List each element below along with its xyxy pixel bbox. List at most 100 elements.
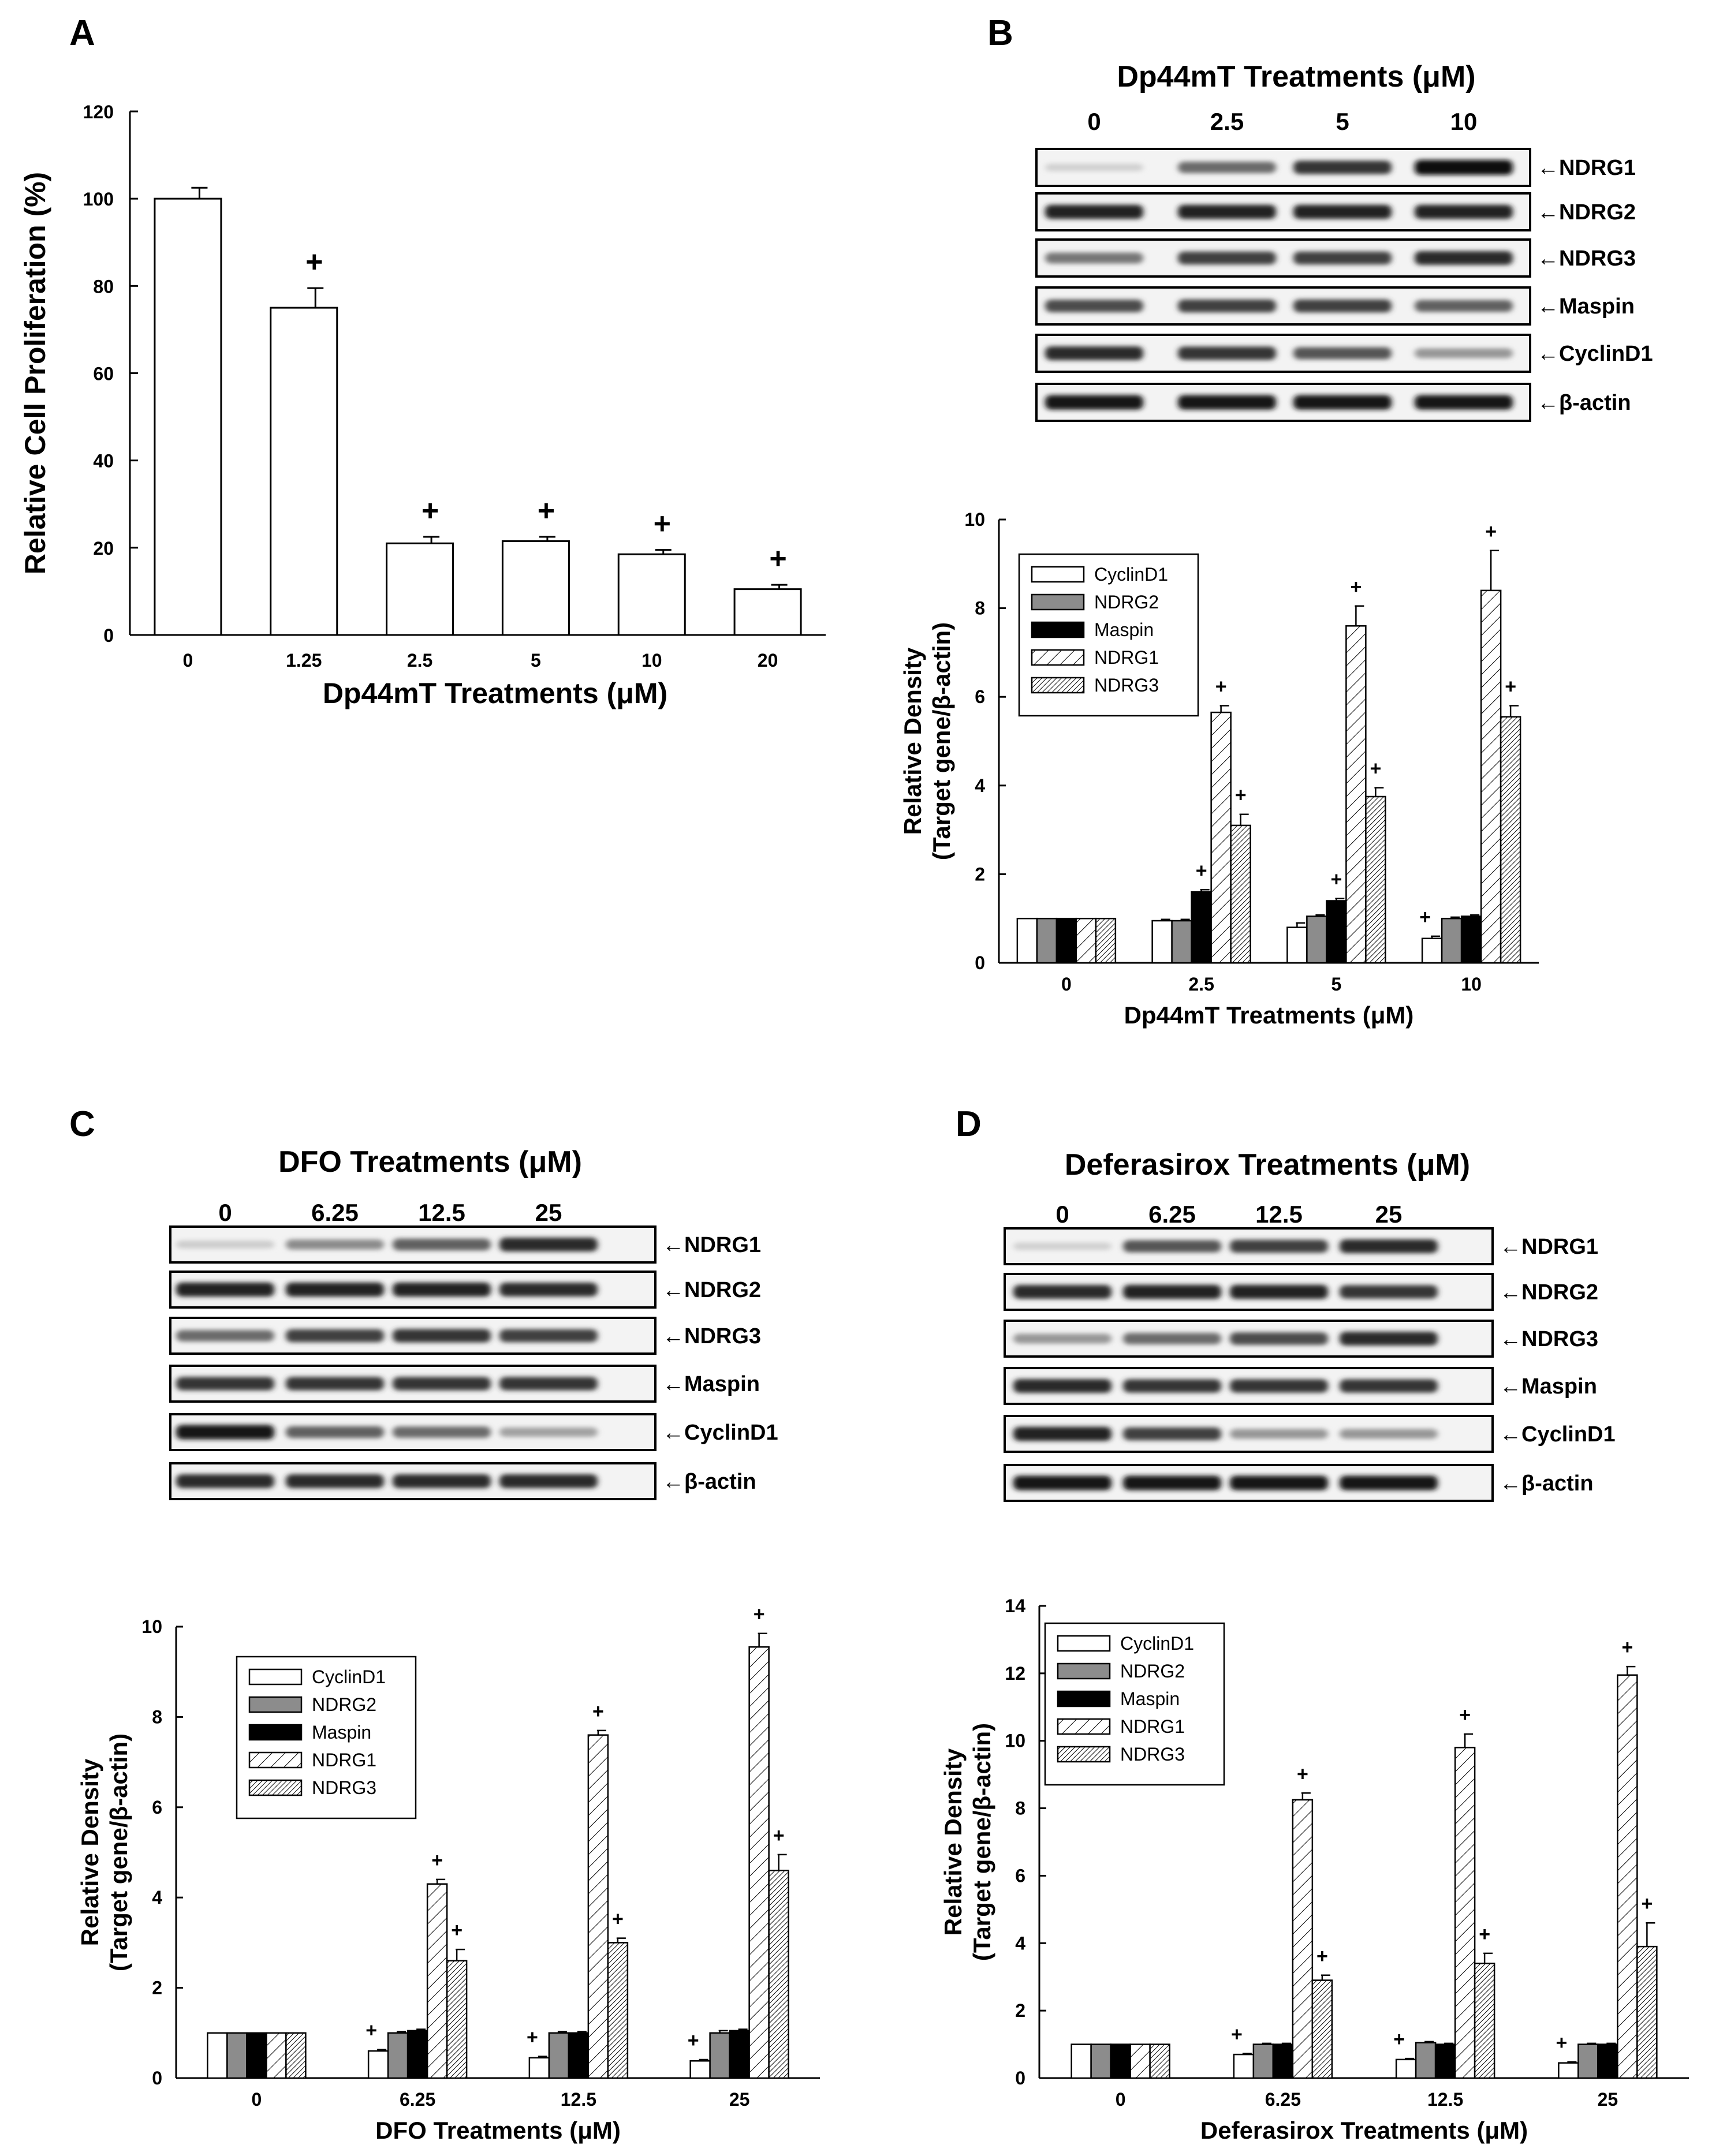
y-axis-title: Relative Cell Proliferation (%)	[19, 172, 51, 574]
bar	[548, 2032, 570, 2079]
band-label: ←CyclinD1	[1537, 342, 1653, 366]
band-label: ←Maspin	[662, 1372, 760, 1396]
significance-mark: +	[1485, 521, 1497, 543]
bar	[1434, 2043, 1456, 2079]
blot-band	[286, 1282, 384, 1297]
significance-mark: +	[1297, 1763, 1308, 1785]
blot-band	[1045, 163, 1143, 171]
lane-label: 25	[1375, 1201, 1403, 1228]
bar	[1306, 916, 1327, 964]
blot-band	[1123, 1427, 1221, 1441]
significance-mark: +	[422, 494, 439, 528]
blot-band	[1415, 395, 1513, 410]
bar	[1252, 2043, 1274, 2079]
blot-band	[1013, 1285, 1112, 1299]
bar	[1441, 917, 1463, 964]
blot-band	[1013, 1426, 1112, 1441]
x-tick-label: 12.5	[1427, 2089, 1463, 2110]
blot-band	[1415, 204, 1513, 219]
legend-label: Maspin	[1094, 619, 1154, 640]
bar	[1292, 1799, 1314, 2079]
y-tick-label: 0	[975, 952, 985, 973]
blot-band	[499, 1329, 598, 1343]
legend-swatch	[248, 1751, 303, 1769]
x-axis-title: Deferasirox Treatments (μM)	[1200, 2117, 1528, 2144]
legend-label: NDRG1	[312, 1750, 376, 1770]
y-tick-label: 2	[975, 864, 985, 884]
blot-band	[1123, 1284, 1221, 1299]
bar	[1016, 917, 1038, 964]
band-label: ←NDRG2	[1537, 200, 1636, 225]
bar	[367, 2050, 389, 2079]
bar	[1480, 589, 1502, 964]
significance-mark: +	[431, 1849, 443, 1871]
bar	[1272, 2043, 1294, 2079]
bar	[1454, 1747, 1476, 2079]
bar	[1090, 2043, 1112, 2079]
western-blot-b: 0 2.5 5 10 ←NDRG1 ←NDRG2 ←NDRG3 ←Maspin ←CyclinD…	[1035, 108, 1653, 422]
blot-band	[286, 1377, 384, 1391]
blot-band	[1045, 204, 1143, 219]
blot-band	[1293, 395, 1392, 410]
panel-letter-b: B	[987, 13, 1013, 53]
bar	[1395, 2058, 1417, 2079]
significance-mark: +	[688, 2030, 699, 2052]
panel-letter-d: D	[956, 1104, 982, 1144]
significance-mark: +	[654, 507, 671, 541]
blot-band	[1293, 299, 1392, 313]
blot-band	[1123, 1333, 1221, 1344]
y-axis-title: Relative Density	[899, 647, 926, 835]
x-axis-title: DFO Treatments (μM)	[375, 2117, 621, 2144]
y-tick-label: 100	[83, 189, 114, 210]
legend-label: NDRG1	[1120, 1716, 1185, 1737]
y-axis-title: Relative Density	[76, 1758, 103, 1946]
blot-band	[1230, 1284, 1328, 1299]
legend-swatch	[1031, 649, 1085, 666]
band-label: ←NDRG1	[1500, 1235, 1598, 1259]
bar	[1597, 2043, 1618, 2079]
blot-band	[393, 1329, 491, 1343]
blot-band	[176, 1330, 274, 1342]
blot-band	[393, 1426, 491, 1438]
blot-band	[499, 1474, 598, 1488]
band-label: ←Maspin	[1500, 1374, 1597, 1399]
bar	[1230, 824, 1251, 964]
significance-mark: +	[1479, 1923, 1490, 1945]
legend-label: CyclinD1	[1120, 1633, 1194, 1654]
bar	[270, 307, 338, 636]
blot-band	[1013, 1475, 1112, 1490]
bar	[568, 2032, 590, 2079]
legend-label: NDRG3	[1120, 1744, 1185, 1765]
blot-band	[1123, 1240, 1221, 1253]
bar	[226, 2032, 248, 2079]
chart-a-proliferation: 0 20 40 60 80 100 120 0 1.25 +2.5 +5 +10 +20 + Dp44mT …	[19, 102, 826, 709]
legend-label: CyclinD1	[1094, 564, 1168, 585]
significance-mark: +	[754, 1604, 765, 1626]
bar	[1286, 926, 1308, 964]
legend-swatch	[1031, 677, 1085, 694]
bar	[246, 2032, 267, 2079]
blot-band	[176, 1474, 274, 1488]
lane-label: 10	[1450, 108, 1478, 135]
legend-swatch	[248, 1724, 303, 1741]
y-tick-label: 10	[1005, 1731, 1025, 1751]
y-tick-label: 60	[93, 364, 114, 384]
x-tick-label: 2.5	[1188, 974, 1214, 995]
bar	[1151, 920, 1173, 964]
bar	[1095, 917, 1117, 964]
bar	[1171, 920, 1192, 964]
band-label: ←Maspin	[1537, 294, 1635, 319]
bar	[617, 553, 686, 636]
x-tick-label: 10	[641, 650, 662, 671]
y-tick-label: 0	[1015, 2068, 1025, 2088]
chart-c-density: 0 2 4 6 8 10 0 6.25 + + +12.5 + + +25 + + + CyclinD1 NDRG2…	[76, 1604, 820, 2144]
bar	[1210, 711, 1232, 964]
bar	[1365, 795, 1386, 964]
blot-band	[1230, 1379, 1328, 1393]
bar	[1110, 2043, 1131, 2079]
bar	[689, 2060, 711, 2079]
blot-band	[1293, 204, 1392, 219]
blot-band	[1123, 1475, 1221, 1490]
blot-band	[1013, 1379, 1112, 1393]
significance-mark: +	[451, 1919, 462, 1941]
